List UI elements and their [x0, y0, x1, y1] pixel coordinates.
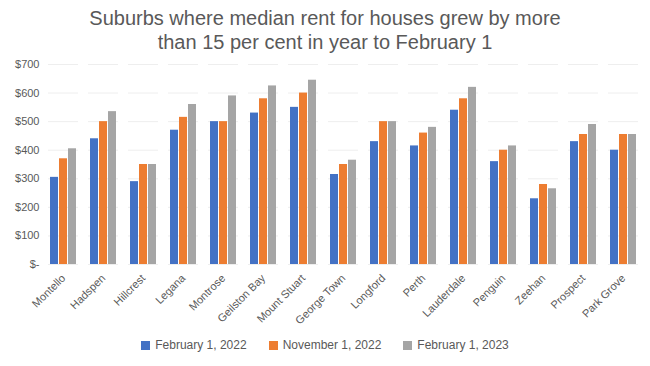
svg-text:$500: $500	[15, 115, 39, 127]
svg-text:$600: $600	[15, 87, 39, 99]
svg-text:$300: $300	[15, 172, 39, 184]
svg-text:Hillcrest: Hillcrest	[111, 272, 147, 308]
svg-text:$-: $-	[30, 258, 40, 270]
svg-text:George Town: George Town	[293, 272, 348, 327]
svg-text:$700: $700	[15, 58, 39, 70]
svg-text:$100: $100	[15, 229, 39, 241]
svg-text:Lauderdale: Lauderdale	[420, 272, 467, 319]
svg-text:Longford: Longford	[348, 272, 387, 311]
svg-text:Prospect: Prospect	[548, 272, 587, 311]
svg-text:Park Grove: Park Grove	[580, 272, 628, 320]
svg-text:$400: $400	[15, 144, 39, 156]
html-text:November 1, 2022: November 1, 2022	[282, 338, 382, 352]
svg-text:Montrose: Montrose	[186, 272, 227, 313]
html-text:February 1, 2022: February 1, 2022	[155, 338, 247, 352]
svg-text:Legana: Legana	[153, 271, 188, 306]
svg-text:Penguin: Penguin	[470, 272, 507, 309]
svg-text:Zeehan: Zeehan	[513, 272, 548, 307]
svg-text:Mount Stuart: Mount Stuart	[254, 271, 308, 325]
html-text:February 1, 2023: February 1, 2023	[417, 338, 509, 352]
html-text:Suburbs where median rent for: Suburbs where median rent for houses gre…	[89, 7, 561, 53]
svg-text:Montello: Montello	[30, 272, 68, 310]
svg-text:Geilston Bay: Geilston Bay	[214, 271, 268, 325]
svg-text:Hadspen: Hadspen	[68, 272, 108, 312]
svg-text:Perth: Perth	[400, 272, 427, 299]
svg-text:$200: $200	[15, 201, 39, 213]
